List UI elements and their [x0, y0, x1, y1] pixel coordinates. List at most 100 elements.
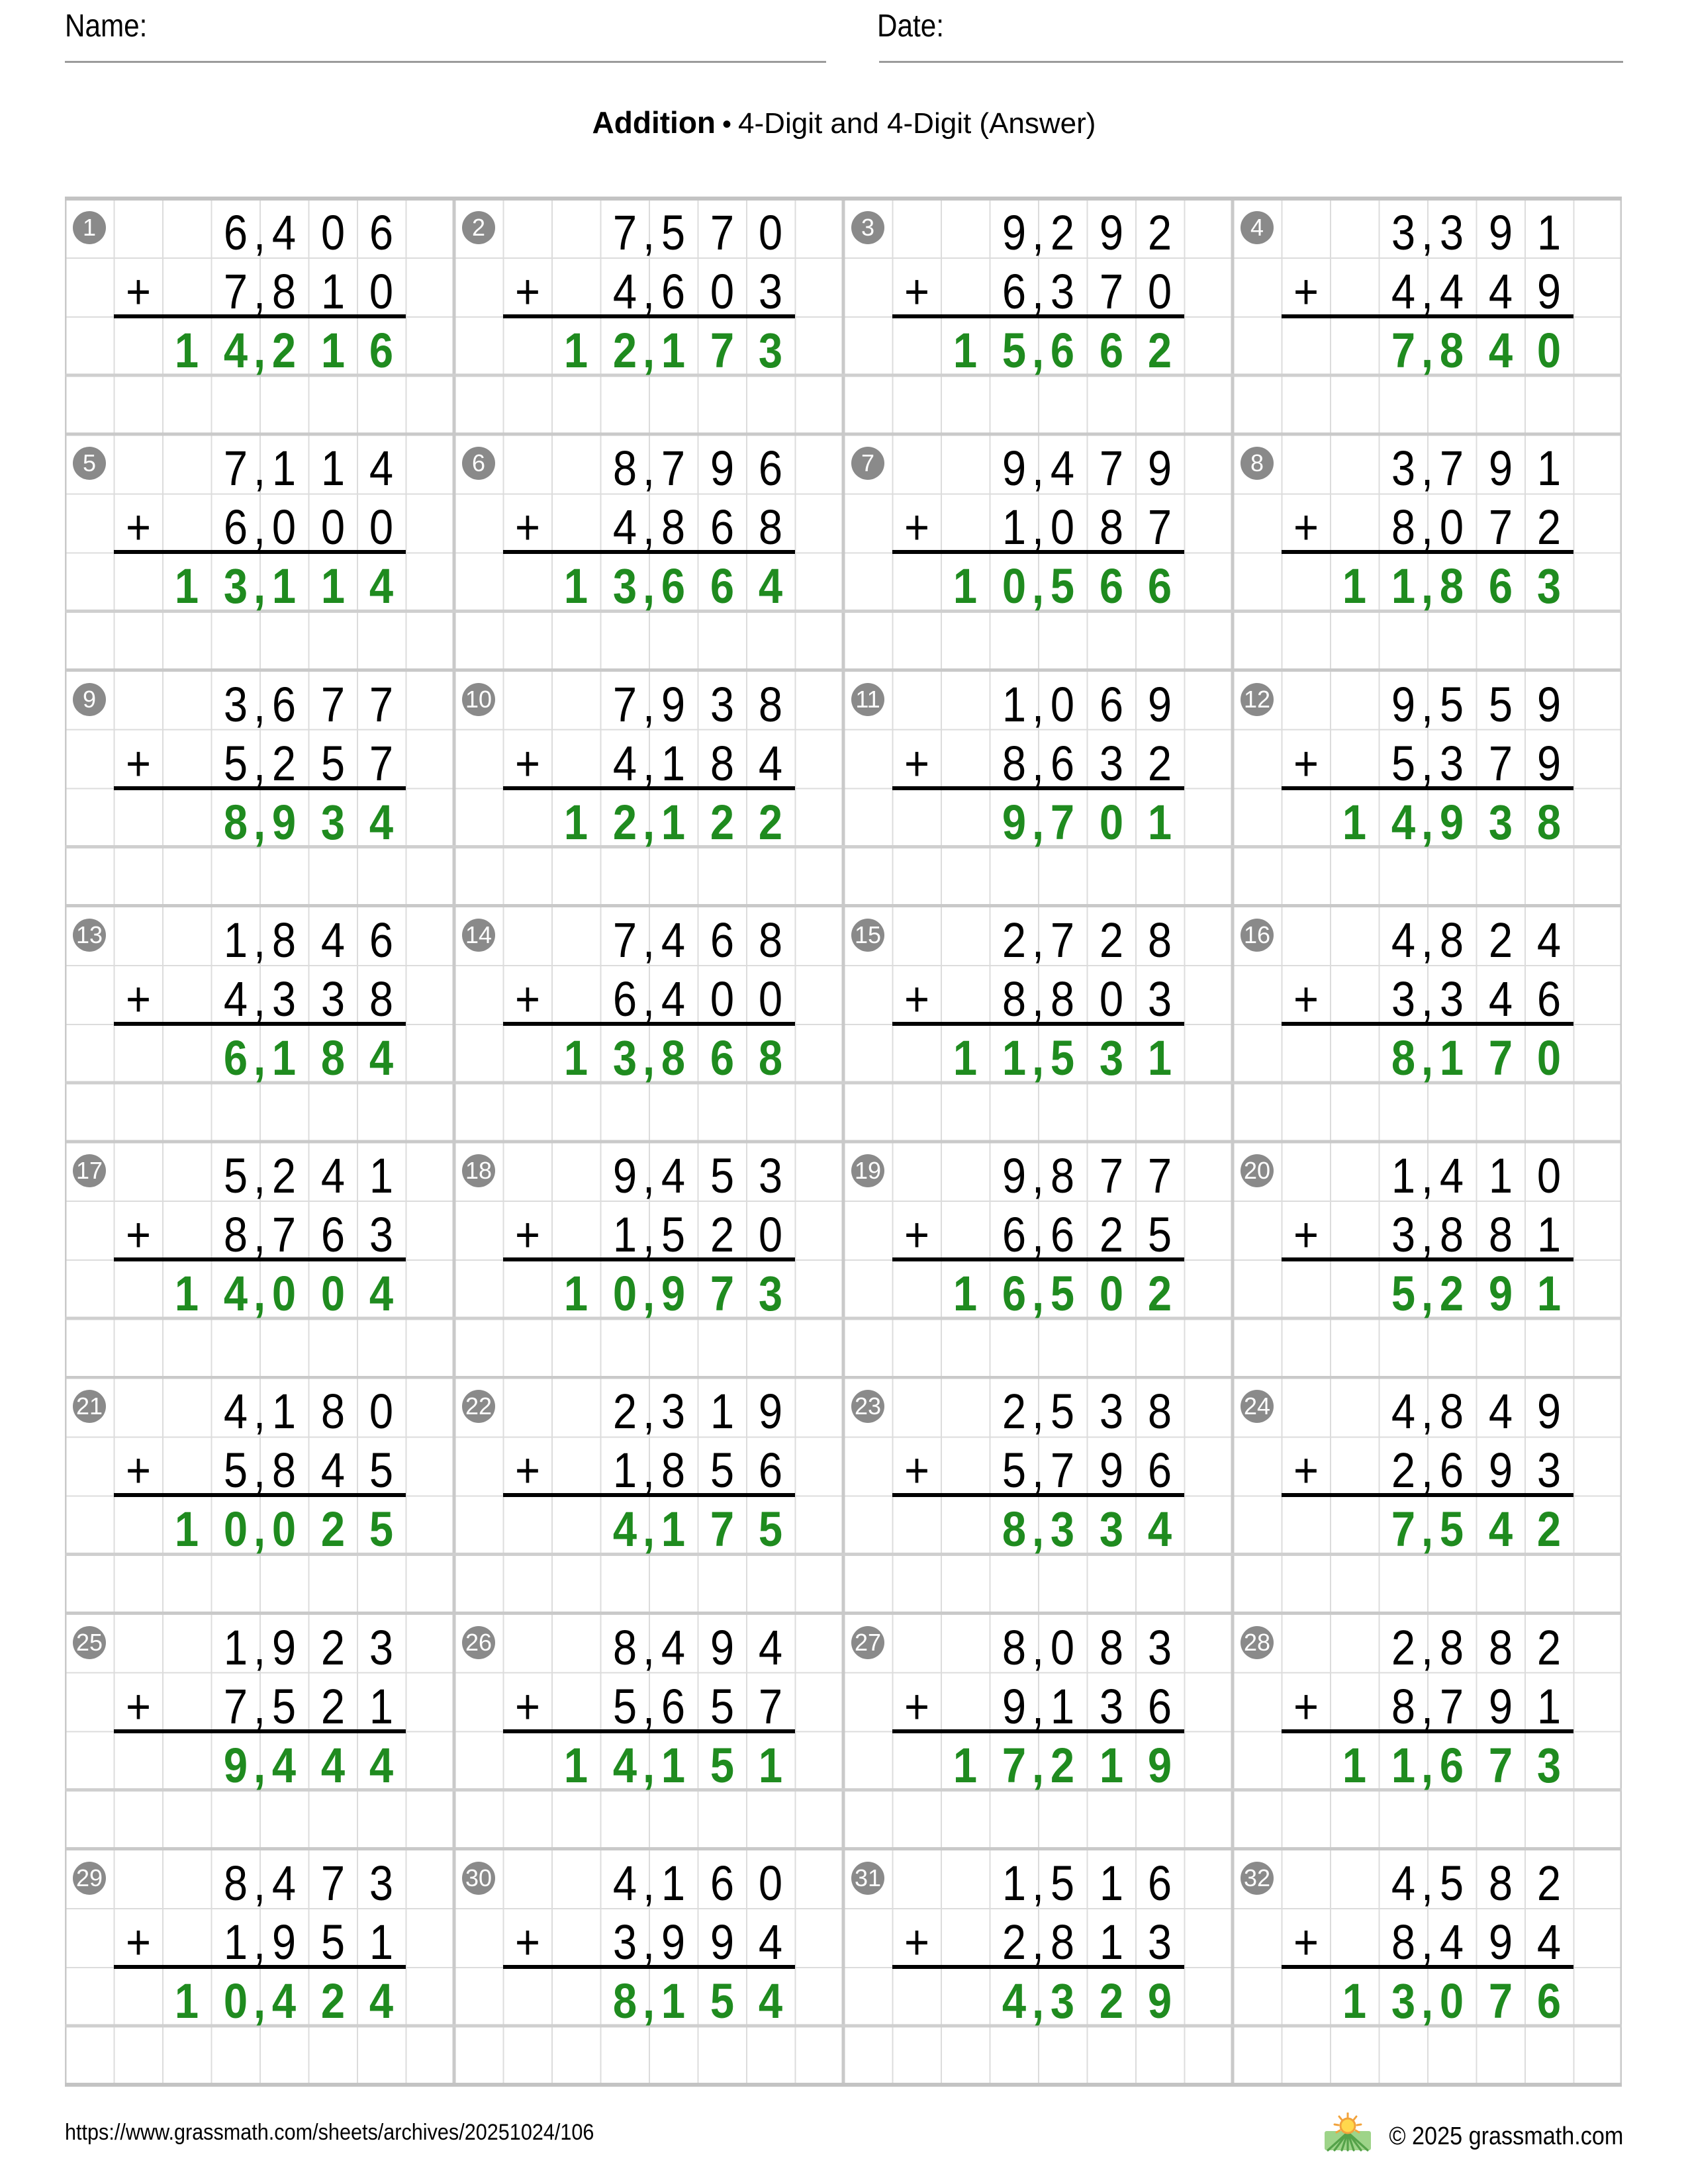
problem-number-badge: 10: [462, 682, 495, 716]
answer-digit: 8: [320, 1030, 345, 1085]
answer-digit: 3: [1536, 559, 1562, 614]
answer-digit: 4: [369, 1973, 394, 2028]
operand-digit: 7: [1488, 735, 1513, 791]
problem-block: 8 3 7 9 1, +8 0 7 2, 1 1 8 6 3,: [1233, 434, 1622, 670]
answer-digit: 7: [1488, 1737, 1513, 1793]
thousands-comma: ,: [1421, 1030, 1434, 1085]
problem-number-badge: 22: [462, 1390, 495, 1424]
operand-digit: 1: [661, 1855, 686, 1911]
plus-operator: +: [514, 1678, 540, 1734]
answer-digit: 1: [320, 559, 345, 614]
plus-operator: +: [904, 264, 929, 320]
thousands-comma: ,: [1031, 676, 1045, 732]
operand-digit: 0: [1439, 500, 1464, 555]
operand-digit: 9: [1147, 676, 1172, 732]
plus-operator: +: [514, 264, 540, 320]
thousands-comma: ,: [1421, 1207, 1434, 1263]
answer-digit: 0: [1002, 559, 1026, 614]
operand-digit: 7: [223, 441, 248, 496]
answer-digit: 8: [758, 1030, 783, 1085]
answer-digit: 3: [1536, 1737, 1562, 1793]
answer-digit: 6: [710, 559, 734, 614]
operand-digit: 1: [1050, 1678, 1075, 1734]
answer-digit: 1: [174, 1502, 199, 1557]
answer-digit: 0: [223, 1502, 248, 1557]
answer-digit: 1: [271, 559, 297, 614]
answer-line: [892, 550, 1184, 555]
operand-digit: 1: [271, 441, 297, 496]
operand-digit: 1: [1536, 205, 1562, 260]
thousands-comma: ,: [253, 441, 266, 496]
operand-digit: 4: [661, 971, 686, 1026]
thousands-comma: ,: [253, 1502, 266, 1557]
answer-digit: 7: [1002, 1737, 1026, 1793]
operand-digit: 9: [661, 1914, 686, 1970]
operand-digit: 3: [320, 971, 345, 1026]
operand-digit: 6: [223, 205, 248, 260]
plus-operator: +: [514, 500, 540, 555]
problem-number-badge: 32: [1241, 1861, 1274, 1895]
answer-digit: 6: [369, 323, 394, 379]
answer-line: [1282, 786, 1573, 790]
operand-digit: 9: [612, 1148, 637, 1203]
thousands-comma: ,: [1031, 1855, 1045, 1911]
operand-digit: 8: [661, 500, 686, 555]
answer-digit: 2: [320, 1502, 345, 1557]
operand-digit: 4: [758, 1914, 783, 1970]
operand-digit: 1: [612, 1443, 637, 1498]
thousands-comma: ,: [1421, 676, 1434, 732]
operand-digit: 9: [1488, 1914, 1513, 1970]
operand-digit: 7: [369, 676, 394, 732]
name-label: Name:: [65, 9, 148, 44]
answer-digit: 3: [1099, 1030, 1123, 1085]
operand-digit: 3: [612, 1914, 637, 1970]
problem-number-badge: 26: [462, 1625, 495, 1659]
problem-number-badge: 28: [1241, 1625, 1274, 1659]
operand-digit: 0: [1536, 1148, 1562, 1203]
operand-digit: 6: [758, 441, 783, 496]
operand-digit: 4: [1391, 912, 1415, 968]
operand-digit: 4: [1439, 1914, 1464, 1970]
operand-digit: 6: [320, 1207, 345, 1263]
answer-digit: 1: [174, 1266, 199, 1322]
operand-digit: 4: [612, 1855, 637, 1911]
operand-digit: 1: [612, 1207, 637, 1263]
operand-digit: 4: [758, 1619, 783, 1675]
operand-digit: 8: [1050, 971, 1075, 1026]
answer-digit: 4: [758, 559, 783, 614]
operand-digit: 4: [1391, 264, 1415, 320]
operand-digit: 1: [1536, 1207, 1562, 1263]
answer-digit: 2: [1439, 1266, 1464, 1322]
operand-digit: 4: [1391, 1855, 1415, 1911]
answer-digit: 8: [1536, 794, 1562, 850]
problem-block: 15 2 7 2 8, +8 8 0 3, 1 1 5 3 1,: [843, 906, 1233, 1142]
operand-digit: 8: [1391, 1914, 1415, 1970]
operand-digit: 9: [1002, 441, 1026, 496]
answer-line: [892, 786, 1184, 790]
operand-digit: 1: [369, 1914, 394, 1970]
operand-digit: 3: [710, 676, 734, 732]
answer-line: [892, 1257, 1184, 1262]
thousands-comma: ,: [1031, 441, 1045, 496]
operand-digit: 7: [1439, 441, 1464, 496]
thousands-comma: ,: [253, 1443, 266, 1498]
operand-digit: 8: [1099, 500, 1123, 555]
plus-operator: +: [125, 1207, 151, 1263]
operand-digit: 5: [1002, 1443, 1026, 1498]
operand-digit: 5: [710, 1678, 734, 1734]
answer-digit: 1: [953, 1266, 978, 1322]
problem-number-badge: 29: [73, 1861, 106, 1895]
problem-number-badge: 2: [462, 211, 495, 244]
problem-number-badge: 6: [462, 447, 495, 480]
operand-digit: 0: [1050, 1619, 1075, 1675]
operand-digit: 8: [1147, 1384, 1172, 1439]
problem-block: 2 7 5 7 0, +4 6 0 3, 1 2 1 7 3,: [454, 199, 843, 434]
operand-digit: 9: [271, 1914, 297, 1970]
operand-digit: 0: [758, 205, 783, 260]
operand-digit: 8: [1002, 735, 1026, 791]
thousands-comma: ,: [1031, 205, 1045, 260]
operand-digit: 0: [369, 1384, 394, 1439]
problem-number-badge: 9: [73, 682, 106, 716]
operand-digit: 8: [1439, 1384, 1464, 1439]
worksheet-grid: 1 6 4 0 6, +7 8 1 0, 1 4 2 1 6, 2 7 5 7 0, +4 6 0 3, 1 2 1 7 3, 3 9 2 9…: [65, 197, 1622, 2087]
